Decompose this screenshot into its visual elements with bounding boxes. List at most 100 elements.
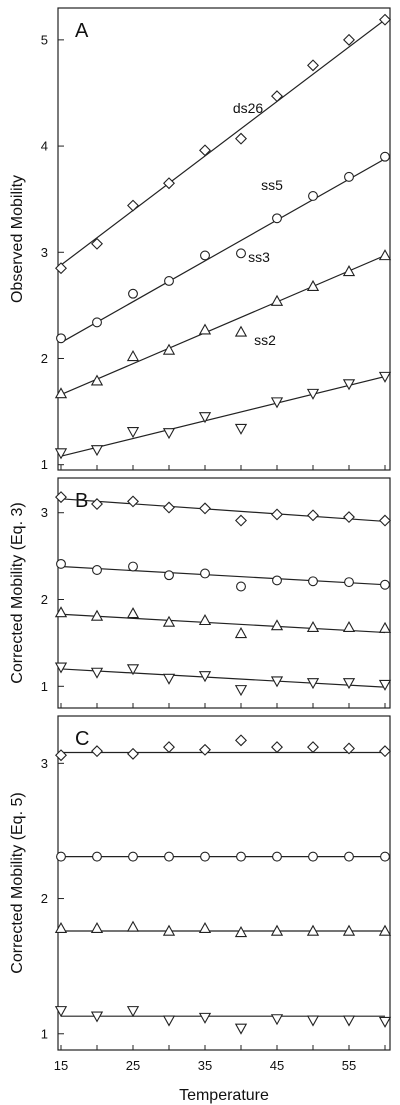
data-point [54, 921, 68, 934]
data-point [272, 213, 282, 224]
data-point [235, 514, 247, 527]
x-tick-label: 45 [270, 1058, 284, 1073]
data-point [90, 374, 104, 386]
x-tick-label: 35 [198, 1058, 212, 1073]
y-tick-label: 2 [41, 351, 48, 366]
data-point [54, 1006, 68, 1018]
data-point [54, 662, 68, 674]
data-point [198, 412, 212, 424]
data-point [306, 279, 320, 291]
data-point [128, 288, 138, 299]
fit-line [60, 668, 386, 688]
data-point [379, 745, 391, 758]
y-tick-label: 3 [41, 245, 48, 260]
data-point [378, 249, 392, 261]
x-tick-label: 15 [54, 1058, 68, 1073]
data-point [378, 679, 392, 691]
series-label: ds26 [233, 100, 264, 116]
data-point [235, 734, 247, 747]
panel-letter: A [75, 20, 89, 42]
data-point [55, 749, 67, 762]
data-point [163, 741, 175, 754]
data-point [199, 502, 211, 515]
data-point [379, 514, 391, 527]
y-tick-label: 2 [41, 891, 48, 906]
data-point [234, 685, 248, 697]
fit-line [60, 19, 386, 266]
data-point [342, 265, 356, 277]
data-point [162, 673, 176, 685]
data-point [380, 579, 390, 590]
data-point [199, 144, 211, 157]
data-point [164, 276, 174, 286]
data-point [342, 620, 356, 632]
y-tick-label: 1 [41, 679, 48, 694]
data-point [270, 619, 284, 631]
data-point [90, 921, 104, 934]
data-point [270, 924, 284, 936]
data-point [342, 1015, 356, 1027]
data-point [126, 920, 140, 932]
y-tick-label: 1 [41, 1026, 48, 1041]
data-point [162, 428, 176, 440]
data-point [92, 851, 102, 862]
x-tick-label: 25 [126, 1058, 140, 1073]
fit-line [60, 565, 386, 586]
data-point [379, 13, 391, 26]
data-point [198, 614, 212, 626]
fit-line [60, 375, 386, 457]
series-label: ss5 [261, 177, 283, 193]
plot-frame [57, 7, 391, 471]
data-point [344, 577, 354, 588]
data-point [271, 741, 283, 754]
data-point [344, 171, 354, 182]
data-point [307, 741, 319, 754]
data-point [234, 325, 248, 337]
y-axis-title: Corrected Mobility (Eq. 5) [9, 792, 26, 973]
panel-b: 1 2 3 Corrected Mobility (Eq. 3) B [9, 477, 392, 709]
data-point [234, 627, 248, 639]
data-point [236, 851, 246, 862]
data-point [270, 397, 284, 409]
data-point [54, 606, 68, 618]
data-point [90, 667, 104, 679]
data-point [378, 1016, 392, 1028]
data-point [91, 498, 103, 511]
data-point [272, 575, 282, 586]
panel-c: 1 2 3 Corrected Mobility (Eq. 5) C 15 25 35 45 55… [9, 715, 392, 1104]
data-point [306, 388, 320, 400]
data-point [198, 1012, 212, 1024]
data-point [92, 565, 102, 575]
data-point [307, 59, 319, 72]
y-tick-label: 2 [41, 592, 48, 607]
data-point [308, 576, 318, 587]
data-point [270, 294, 284, 306]
series-label: ss3 [248, 249, 270, 265]
fit-line [60, 158, 386, 344]
data-point [90, 445, 104, 457]
data-point [90, 1011, 104, 1023]
data-point [343, 33, 355, 46]
data-point [235, 132, 247, 145]
data-point [198, 323, 212, 335]
data-point [270, 676, 284, 688]
y-tick-label: 4 [41, 139, 48, 154]
data-point [307, 509, 319, 522]
data-point [126, 427, 140, 439]
data-point [56, 851, 66, 862]
data-point [380, 851, 390, 862]
data-point [90, 609, 104, 621]
plot-frame [57, 715, 391, 1051]
data-point [162, 343, 176, 355]
data-point [308, 191, 318, 201]
data-point [54, 387, 68, 399]
y-tick-label: 3 [41, 756, 48, 771]
data-point [234, 423, 248, 435]
data-point [163, 177, 175, 190]
data-point [306, 1015, 320, 1027]
data-point [126, 1006, 140, 1018]
data-point [306, 620, 320, 632]
data-point [126, 664, 140, 676]
data-point [234, 1023, 248, 1035]
data-point [128, 561, 138, 572]
